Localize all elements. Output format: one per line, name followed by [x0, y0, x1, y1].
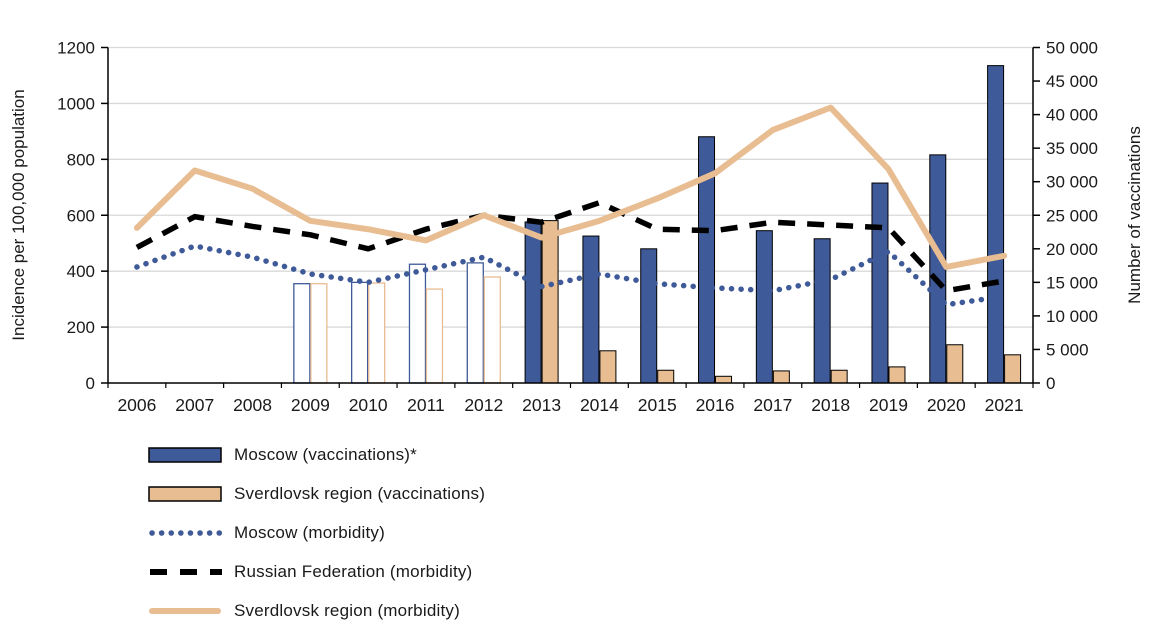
sverdlovsk-vaccinations-bar-2019: [888, 366, 906, 384]
x-tick-label: 2006: [117, 395, 156, 415]
left-tick-label: 800: [67, 150, 95, 169]
left-tick-label: 400: [67, 262, 95, 281]
right-tick-label: 15 000: [1046, 273, 1098, 292]
chart-area: 0 200 400 600 800 1000 1200 0 5 000 10 000 15 000 2…: [9, 39, 1144, 416]
sverdlovsk-vaccinations-bar-2009: [310, 283, 328, 384]
moscow-vaccinations-swatch: [148, 446, 222, 463]
moscow-vaccinations-bar-2014: [582, 235, 600, 384]
data-lines: [133, 104, 1008, 308]
x-tick-label: 2021: [985, 395, 1024, 415]
left-tick-label: 200: [67, 318, 95, 337]
legend-label: Sverdlovsk region (vaccinations): [234, 483, 486, 503]
right-tick-label: 0: [1046, 374, 1055, 393]
moscow-vaccinations-bar-2011: [408, 263, 427, 384]
x-tick-label: 2017: [753, 395, 792, 415]
sverdlovsk-vaccinations-bar-2013: [541, 220, 559, 384]
right-tick-label: 20 000: [1046, 240, 1098, 259]
right-tick-label: 50 000: [1046, 39, 1098, 58]
sverdlovsk-morbidity-swatch: [149, 607, 221, 614]
left-axis-title: Incidence per 100,000 population: [9, 89, 28, 340]
left-tick-label: 1200: [57, 39, 95, 58]
moscow-vaccinations-bar-2018: [813, 238, 831, 384]
left-tick-label: 600: [67, 206, 95, 225]
right-tick-label: 45 000: [1046, 72, 1098, 91]
sverdlovsk-vaccinations-bar-2018: [830, 369, 848, 384]
sverdlovsk-region-morbidity-line: [133, 104, 1008, 270]
moscow-vaccinations-bar-2013: [524, 221, 542, 384]
legend-item-sverdlovsk-vaccinations: Sverdlovsk region (vaccinations): [148, 474, 1161, 513]
right-tick-label: 25 000: [1046, 206, 1098, 225]
moscow-vaccinations-bar-2021: [987, 65, 1005, 384]
x-tick-label: 2012: [464, 395, 503, 415]
bars: [293, 65, 1022, 384]
x-tick-label: 2018: [811, 395, 850, 415]
legend-item-rf-morbidity: Russian Federation (morbidity): [148, 552, 1161, 591]
right-tick-label: 10 000: [1046, 307, 1098, 326]
right-axis-title: Number of vaccinations: [1125, 126, 1144, 304]
x-tick-label: 2007: [175, 395, 214, 415]
vaccinations-morbidity-combo-chart: 0 200 400 600 800 1000 1200 0 5 000 10 000 15 000 2…: [9, 39, 1144, 416]
legend-label: Moscow (vaccinations)*: [234, 444, 417, 464]
legend-item-moscow-vaccinations: Moscow (vaccinations)*: [148, 435, 1161, 474]
left-tick-label: 0: [86, 374, 95, 393]
x-tick-label: 2015: [638, 395, 677, 415]
axes: 0 200 400 600 800 1000 1200 0 5 000 10 000 15 000 2…: [57, 39, 1098, 416]
sverdlovsk-vaccinations-bar-2012: [483, 276, 501, 384]
legend-item-moscow-morbidity: Moscow (morbidity): [148, 513, 1161, 552]
moscow-vaccinations-bar-2020: [929, 154, 947, 384]
right-tick-label: 35 000: [1046, 139, 1098, 158]
moscow-vaccinations-bar-2015: [640, 248, 658, 384]
sverdlovsk-vaccinations-bar-2011: [425, 288, 444, 384]
legend-label: Moscow (morbidity): [234, 522, 385, 542]
x-tick-label: 2014: [580, 395, 619, 415]
moscow-vaccinations-bar-2012: [466, 262, 484, 384]
sverdlovsk-vaccinations-bar-2016: [715, 375, 733, 384]
moscow-vaccinations-bar-2019: [871, 182, 889, 384]
sverdlovsk-vaccinations-bar-2015: [657, 369, 675, 384]
sverdlovsk-vaccinations-bar-2014: [599, 350, 617, 384]
x-tick-label: 2020: [927, 395, 966, 415]
x-tick-label: 2008: [233, 395, 272, 415]
legend-label: Russian Federation (morbidity): [234, 561, 473, 581]
moscow-morbidity-swatch: [149, 529, 222, 536]
x-tick-label: 2011: [407, 395, 445, 415]
x-tick-label: 2009: [291, 395, 330, 415]
russian-federation-morbidity-line: [135, 199, 1005, 294]
legend-item-sverdlovsk-morbidity: Sverdlovsk region (morbidity): [148, 591, 1161, 630]
legend: Moscow (vaccinations)* Sverdlovsk region…: [148, 435, 1161, 630]
right-tick-label: 40 000: [1046, 106, 1098, 125]
legend-label: Sverdlovsk region (morbidity): [234, 600, 460, 620]
x-tick-label: 2019: [869, 395, 908, 415]
moscow-morbidity-line: [134, 243, 1007, 308]
sverdlovsk-vaccinations-swatch: [148, 485, 222, 502]
moscow-vaccinations-bar-2010: [351, 281, 369, 384]
x-tick-label: 2016: [696, 395, 735, 415]
sverdlovsk-vaccinations-bar-2021: [1004, 354, 1022, 384]
x-tick-label: 2010: [349, 395, 388, 415]
moscow-vaccinations-bar-2017: [755, 230, 773, 384]
sverdlovsk-vaccinations-bar-2010: [368, 282, 386, 384]
x-tick-label: 2013: [522, 395, 561, 415]
moscow-vaccinations-bar-2009: [293, 283, 311, 384]
sverdlovsk-vaccinations-bar-2020: [946, 344, 964, 384]
right-tick-label: 5 000: [1046, 340, 1089, 359]
sverdlovsk-vaccinations-bar-2017: [772, 370, 790, 384]
left-tick-label: 1000: [57, 94, 95, 113]
right-tick-label: 30 000: [1046, 173, 1098, 192]
russian-federation-morbidity-swatch: [150, 568, 222, 575]
